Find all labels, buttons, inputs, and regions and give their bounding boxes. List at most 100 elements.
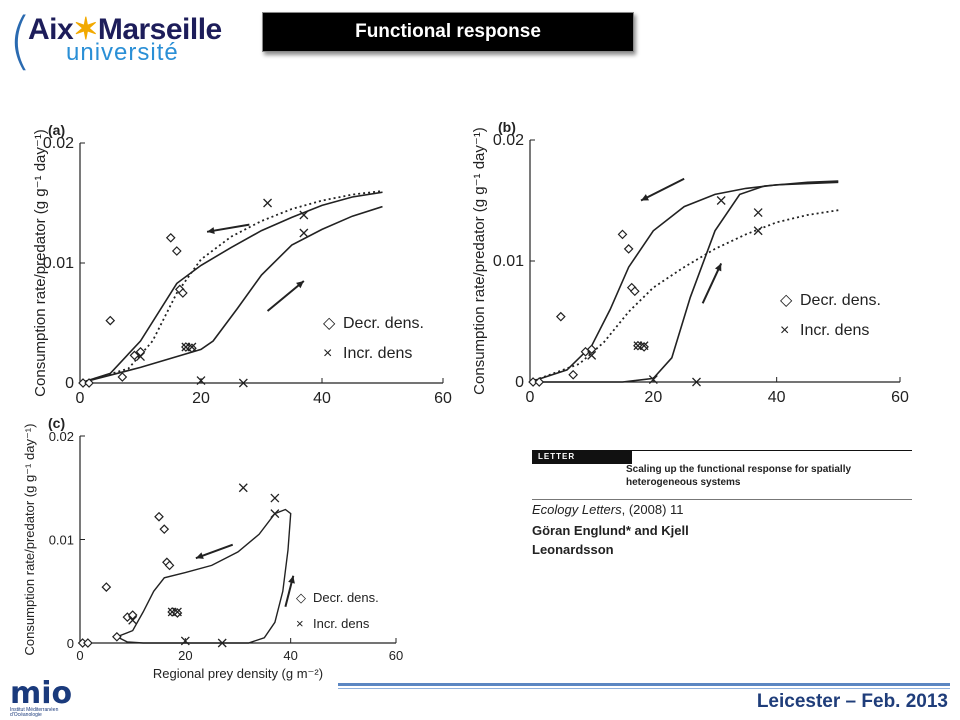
paper-separator <box>532 499 912 500</box>
footer-rule-thin <box>338 688 950 689</box>
logo-brace-icon: ( <box>8 4 33 77</box>
incr-dens-point <box>692 377 701 387</box>
y-axis-label: Consumption rate/predator (g g⁻¹ day⁻¹) <box>471 127 488 395</box>
panel-label: (a) <box>48 122 65 138</box>
decr-curve-line <box>529 181 839 383</box>
paper-title: Scaling up the functional response for s… <box>626 464 852 488</box>
direction-arrow-head-icon <box>195 552 204 559</box>
direction-arrow-head-icon <box>207 227 215 235</box>
direction-arrow-line <box>266 280 305 312</box>
legend-marker: ◇ <box>296 590 306 605</box>
decr-dens-point <box>159 524 170 534</box>
chart-panel-c: (c) 0 0.01 0.02 0 20 40 60 Consumption rate/pred… <box>22 415 403 681</box>
decr-dens-point <box>127 610 138 620</box>
paper-top-rule <box>532 450 912 451</box>
mio-logo-subtitle: Institut Méditerranéen d'Océanologie <box>10 707 59 718</box>
x-tick-label: 20 <box>192 390 210 407</box>
legend-label: Decr. dens. <box>800 292 881 309</box>
incr-dens-point <box>270 509 280 519</box>
y-tick-label: 0.01 <box>49 533 74 548</box>
legend-marker: × <box>296 616 304 631</box>
footer-rule <box>338 683 950 686</box>
incr-dens-point <box>299 210 309 220</box>
incr-dens-point <box>136 352 145 362</box>
x-tick-label: 0 <box>526 389 535 406</box>
decr-dens-point <box>83 638 93 648</box>
decr-dens-point <box>117 372 128 382</box>
model-dotted-line <box>79 190 383 384</box>
logo-text-line2: université <box>66 39 179 66</box>
mio-logo: mio Institut Méditerranéen d'Océanologie <box>6 676 76 718</box>
y-axis-label: Consumption rate/predator (g g⁻¹ day⁻¹) <box>22 424 37 656</box>
paper-tag: LETTER <box>532 450 632 464</box>
legend-label: Incr. dens <box>800 322 869 339</box>
direction-arrow-head-icon <box>641 194 649 201</box>
panel-label: (b) <box>498 119 516 135</box>
decr-dens-point <box>112 631 122 642</box>
incr-dens-point <box>753 208 763 218</box>
incr-dens-point <box>128 615 138 625</box>
decr-dens-point <box>171 246 182 256</box>
chart-panel-b: (b) 0 0.01 0.02 0 20 40 60 Consumption rate/pred… <box>471 119 909 406</box>
incr-dens-point <box>172 607 182 617</box>
incr-dens-point <box>753 226 763 236</box>
legend-marker: × <box>780 322 789 339</box>
y-tick-label: 0.01 <box>493 253 524 270</box>
x-tick-label: 0 <box>76 390 85 407</box>
incr-dens-point <box>180 636 190 646</box>
direction-arrow-line <box>701 262 723 304</box>
incr-dens-point <box>196 376 206 386</box>
footer-text: Leicester – Feb. 2013 <box>756 691 948 712</box>
incr-dens-point <box>238 483 248 493</box>
x-tick-label: 20 <box>644 389 662 406</box>
incr-dens-point <box>716 196 726 205</box>
decr-dens-point <box>586 344 597 355</box>
legend-label: Incr. dens <box>343 345 412 362</box>
incr-dens-point <box>217 638 227 648</box>
decr-dens-point <box>629 286 640 297</box>
chart-panel-a: (a) 0 0.01 0.02 0 20 40 60 Consumption rate/pred… <box>32 122 452 407</box>
hysteresis-loop-line <box>116 508 292 644</box>
model-dotted-line <box>529 209 839 383</box>
y-tick-label: 0 <box>67 636 74 651</box>
x-tick-label: 0 <box>76 648 83 663</box>
x-tick-label: 20 <box>178 648 192 663</box>
y-tick-label: 0.02 <box>493 132 524 149</box>
incr-dens-point <box>587 350 597 360</box>
incr-dens-point <box>648 375 658 385</box>
x-tick-label: 40 <box>768 389 786 406</box>
x-tick-label: 60 <box>891 389 909 406</box>
incr-dens-point <box>299 228 309 238</box>
x-tick-label: 60 <box>389 648 403 663</box>
x-tick-label: 40 <box>313 390 331 407</box>
legend-label: Decr. dens. <box>343 315 424 332</box>
decr-dens-point <box>164 560 175 571</box>
direction-arrow-head-icon <box>296 281 304 289</box>
incr-dens-point <box>639 341 649 351</box>
decr-dens-point <box>101 582 112 592</box>
incr-curve-line <box>79 205 383 384</box>
y-tick-label: 0.02 <box>43 135 74 152</box>
logo-text-line1: Aix✶Marseille <box>28 13 222 46</box>
decr-dens-point <box>105 315 116 326</box>
incr-dens-point <box>270 493 280 503</box>
direction-arrow-line <box>640 177 685 202</box>
incr-dens-point <box>187 342 197 352</box>
decr-dens-point <box>165 232 176 243</box>
incr-dens-point <box>238 378 248 388</box>
y-tick-label: 0.01 <box>43 255 74 272</box>
y-tick-label: 0 <box>515 374 524 391</box>
paper-authors: Göran Englund* and Kjell Leonardsson <box>532 523 689 557</box>
legend-marker: ◇ <box>780 292 793 309</box>
paper-reference: LETTER Scaling up the functional respons… <box>532 450 912 570</box>
legend-marker: × <box>323 345 332 362</box>
decr-dens-point <box>617 229 628 240</box>
decr-dens-point <box>534 377 545 387</box>
direction-arrow-head-icon <box>288 575 295 584</box>
mio-logo-text: mio <box>10 676 73 711</box>
legend-marker: ◇ <box>323 315 336 332</box>
x-axis-label: Regional prey density (g m⁻²) <box>153 666 323 681</box>
legend-label: Decr. dens. <box>313 590 379 605</box>
decr-curve-line <box>79 191 383 384</box>
slide-title: Functional response <box>262 12 634 52</box>
